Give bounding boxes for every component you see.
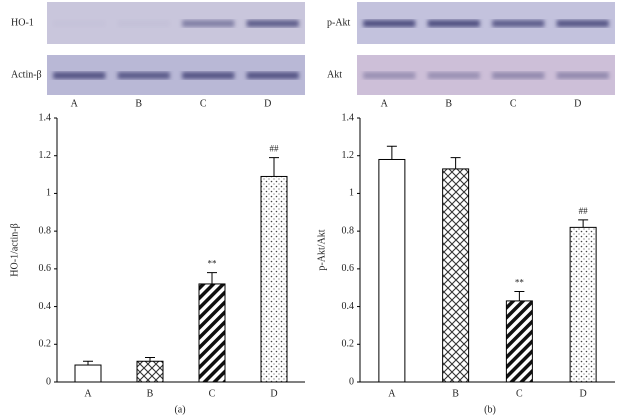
annotation: **: [515, 278, 525, 288]
y-tick-label: 0.8: [342, 225, 355, 236]
y-tick-label: 0: [349, 376, 354, 387]
blot-row-label: Akt: [327, 69, 342, 80]
blot-band: [182, 72, 235, 79]
y-tick-label: 1: [349, 188, 354, 199]
y-tick-label: 1.2: [342, 150, 355, 161]
x-tick-label: B: [147, 388, 154, 399]
blot-band: [556, 20, 609, 27]
y-tick-label: 0: [46, 376, 51, 387]
error-bar: [450, 157, 461, 169]
error-bar: [83, 360, 93, 366]
bar: [74, 364, 102, 383]
annotation: ##: [579, 206, 589, 216]
error-bar: [269, 157, 279, 177]
annotation: **: [208, 259, 218, 269]
blot-band: [363, 72, 416, 79]
y-tick-label: 0.8: [39, 225, 52, 236]
blot-band: [427, 72, 480, 79]
y-tick-label: 0.6: [39, 263, 52, 274]
y-tick-label: 1.4: [342, 112, 355, 123]
blot-band: [556, 72, 609, 79]
blot-row-label: Actin-β: [11, 69, 42, 80]
y-tick-label: 1.2: [39, 150, 52, 161]
blot-row-label: p-Akt: [327, 17, 351, 28]
y-tick-label: 0.2: [39, 339, 52, 350]
error-bar: [386, 145, 397, 160]
blot-row-label: HO-1: [11, 17, 34, 28]
x-tick-label: A: [84, 388, 92, 399]
bar: [198, 283, 226, 383]
blot-lane-label: C: [200, 98, 207, 109]
blot-lane-label: D: [264, 98, 271, 109]
blot-band: [53, 20, 105, 27]
blot-band: [492, 72, 545, 79]
blot-band: [117, 72, 170, 79]
blot-lane-label: A: [381, 98, 389, 109]
y-axis-label: HO-1/actin-β: [9, 223, 20, 276]
x-tick-label: B: [452, 388, 459, 399]
x-tick-label: D: [580, 388, 587, 399]
bar: [136, 360, 164, 383]
blot-band: [53, 72, 106, 79]
blot-band: [492, 20, 545, 27]
blot-band: [182, 20, 235, 27]
blot-lane-label: D: [574, 98, 581, 109]
blot-band: [427, 20, 480, 27]
error-bar: [207, 272, 217, 284]
x-tick-label: A: [388, 388, 396, 399]
y-tick-label: 0.6: [342, 263, 355, 274]
error-bar: [578, 219, 589, 228]
blot-lane-label: C: [510, 98, 517, 109]
y-tick-label: 0.2: [342, 339, 355, 350]
x-tick-label: D: [270, 388, 277, 399]
error-bar: [145, 356, 155, 362]
bar: [442, 168, 470, 383]
bar: [260, 175, 288, 383]
y-tick-label: 0.4: [342, 301, 355, 312]
blot-band: [363, 20, 416, 27]
y-tick-label: 0.4: [39, 301, 52, 312]
blot-lane-label: A: [71, 98, 79, 109]
caption: (a): [174, 404, 185, 415]
blot-band: [246, 20, 299, 27]
bar: [378, 158, 406, 383]
blot-lane-label: B: [135, 98, 142, 109]
y-tick-label: 1: [46, 188, 51, 199]
blot-lane-label: B: [445, 98, 452, 109]
y-tick-label: 1.4: [39, 112, 52, 123]
blot-band: [246, 72, 299, 79]
error-bar: [514, 290, 525, 301]
blot-band: [118, 20, 170, 27]
annotation: ##: [270, 144, 280, 154]
caption: (b): [484, 404, 496, 415]
x-tick-label: C: [209, 388, 216, 399]
y-axis-label: p-Akt/Akt: [316, 229, 327, 270]
bar: [569, 226, 597, 383]
x-tick-label: C: [516, 388, 523, 399]
bar: [505, 300, 533, 383]
